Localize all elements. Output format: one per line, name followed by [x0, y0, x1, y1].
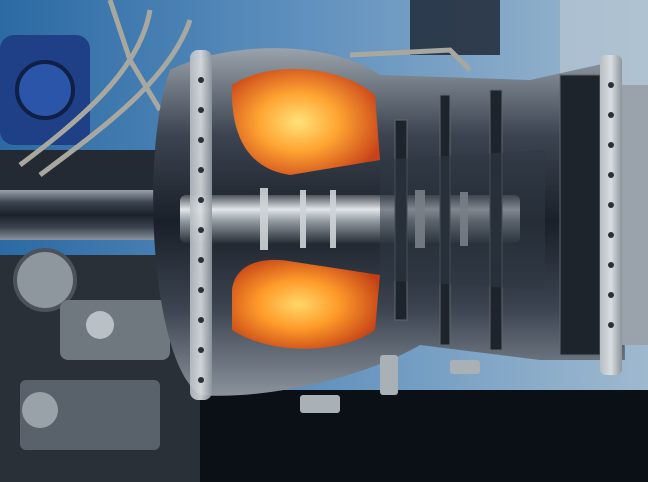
lower-fittings	[300, 355, 480, 413]
rear-flange	[600, 55, 622, 375]
front-flange	[190, 50, 212, 400]
bolt-row-front	[198, 77, 204, 383]
combustor-glow-upper	[231, 68, 380, 175]
pipe-bundle	[18, 0, 472, 178]
combustor-glow-lower	[232, 259, 380, 349]
exhaust-section	[622, 85, 648, 345]
inner-duct	[380, 150, 545, 290]
background-dark-object	[410, 0, 500, 55]
bolt-row-rear	[608, 82, 614, 328]
